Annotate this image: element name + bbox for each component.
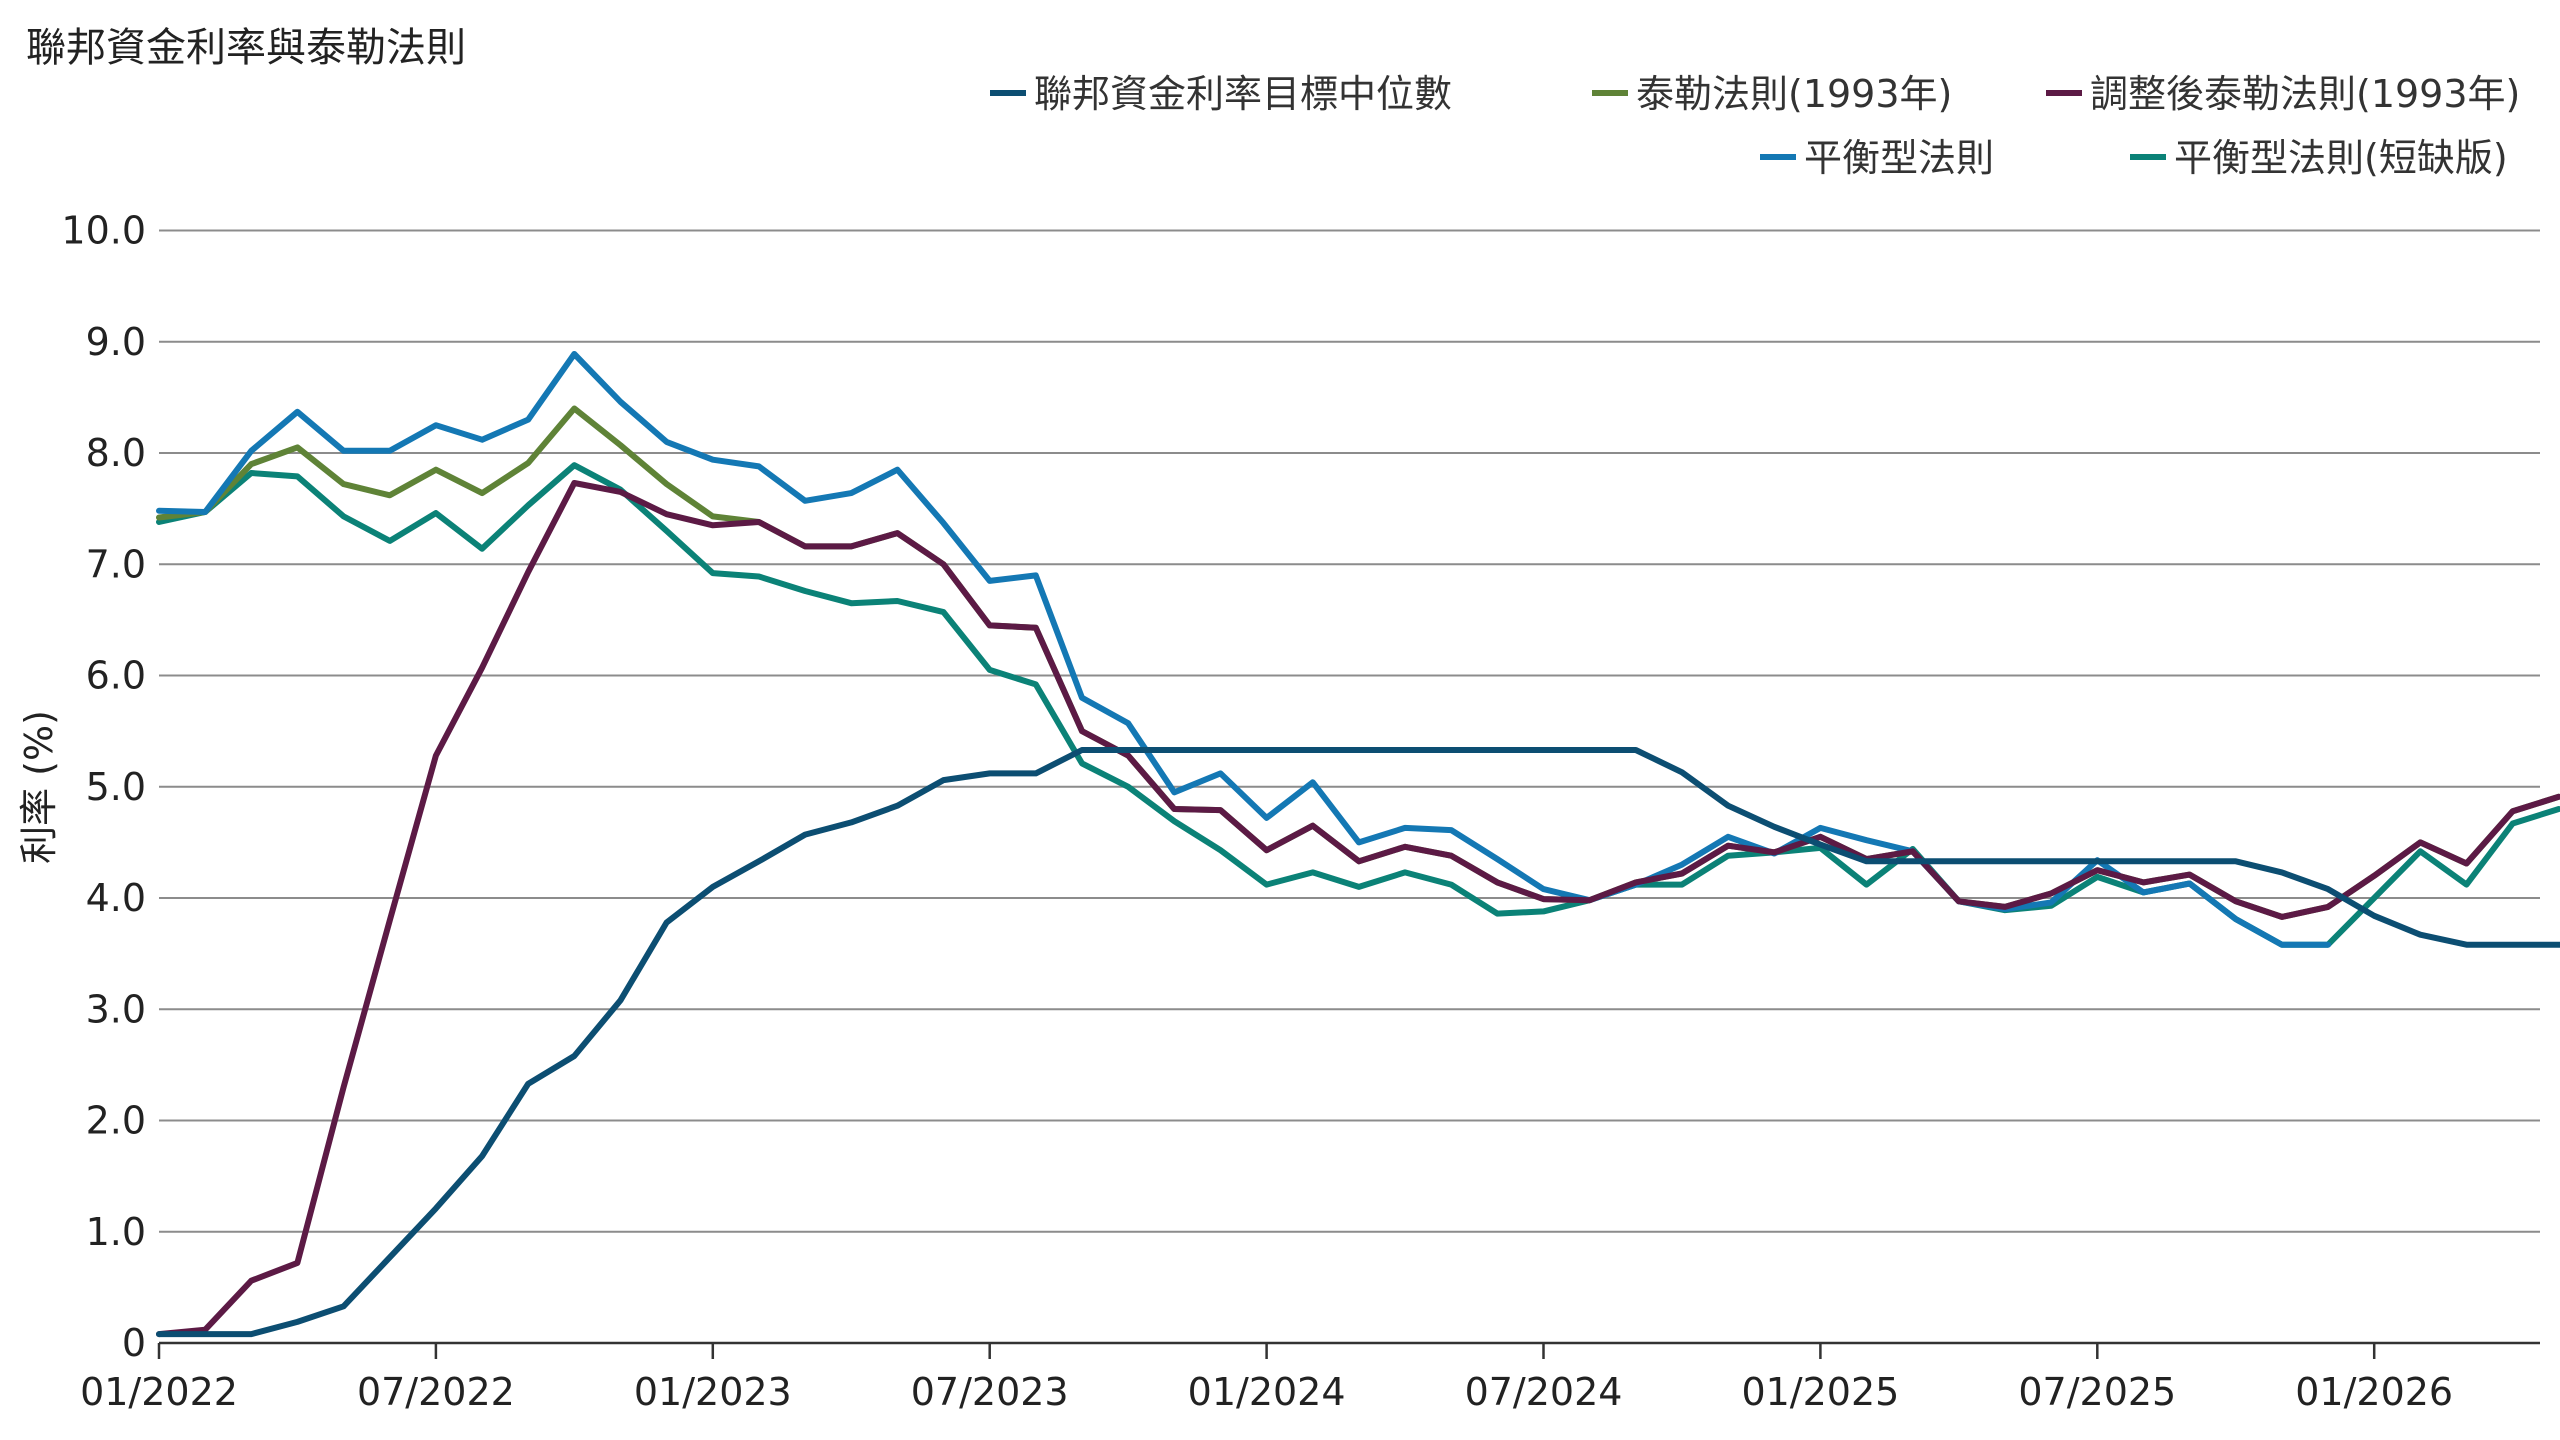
grid-lines [159, 229, 2540, 1233]
x-tick-label: 01/2022 [80, 1370, 238, 1414]
y-tick-label: 6.0 [86, 654, 146, 698]
x-tick-label: 01/2023 [634, 1370, 792, 1414]
x-tick-label: 07/2025 [2018, 1370, 2176, 1414]
y-tick-label: 2.0 [86, 1099, 146, 1143]
y-tick-label: 0 [122, 1321, 146, 1365]
series-line-0 [156, 747, 2560, 1338]
x-tick-label: 01/2024 [1188, 1370, 1346, 1414]
legend: 聯邦資金利率目標中位數 泰勒法則(1993年) 調整後泰勒法則(1993年) 平衡型法… [990, 72, 2520, 180]
x-tick-label: 07/2024 [1465, 1370, 1623, 1414]
y-tick-label: 4.0 [86, 876, 146, 920]
axes: 0 1.0 2.0 3.0 4.0 5.0 6.0 7.0 8.0 9.0 10.0 01/2022 0… [61, 209, 2540, 1414]
legend-label-0: 聯邦資金利率目標中位數 [1034, 72, 1452, 116]
y-tick-label: 9.0 [86, 320, 146, 364]
x-tick-label: 01/2025 [1741, 1370, 1899, 1414]
legend-label-1: 泰勒法則(1993年) [1636, 72, 1952, 116]
series-line-3 [156, 351, 2331, 948]
series-line-4 [156, 462, 2560, 948]
x-tick-label: 07/2022 [357, 1370, 515, 1414]
y-axis-label: 利率 (%) [17, 710, 61, 864]
y-tick-label: 8.0 [86, 431, 146, 475]
y-tick-label: 1.0 [86, 1210, 146, 1254]
series-line-2 [156, 480, 2560, 1338]
x-tick-label: 07/2023 [911, 1370, 1069, 1414]
chart-title: 聯邦資金利率與泰勒法則 [26, 25, 466, 71]
series-lines [156, 351, 2560, 1338]
y-tick-label: 3.0 [86, 987, 146, 1031]
x-tick-label: 01/2026 [2295, 1370, 2453, 1414]
legend-label-4: 平衡型法則(短缺版) [2174, 136, 2508, 180]
y-tick-label: 10.0 [61, 209, 146, 253]
y-tick-label: 5.0 [86, 765, 146, 809]
y-tick-label: 7.0 [86, 542, 146, 586]
legend-label-3: 平衡型法則 [1804, 136, 1994, 180]
legend-label-2: 調整後泰勒法則(1993年) [2090, 72, 2520, 116]
